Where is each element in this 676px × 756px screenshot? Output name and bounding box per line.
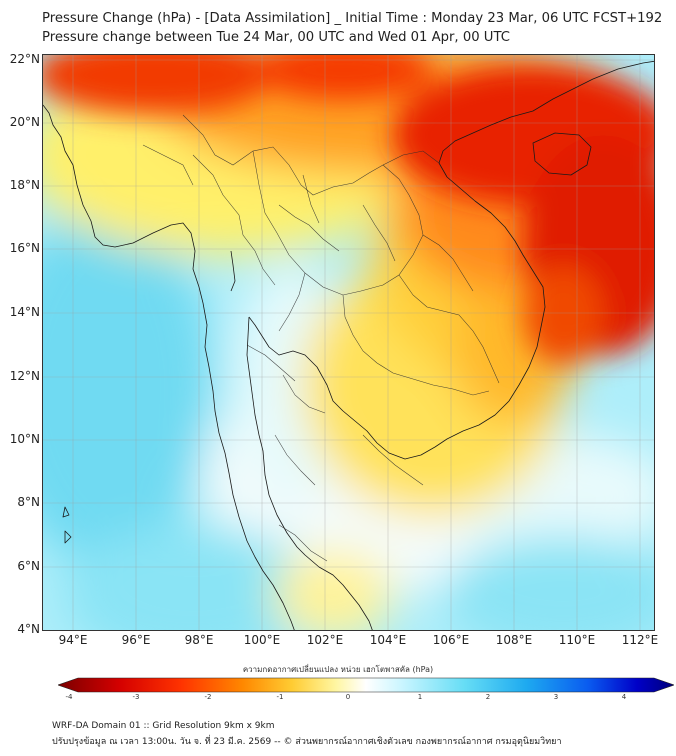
colorbar-tick: -3 [132,693,140,701]
lon-label: 100°E [243,633,281,647]
lat-label: 8°N [17,495,40,509]
colorbar-tick: -4 [65,693,73,701]
footer-update-info: ปรับปรุงข้อมูล ณ เวลา 13:00น. วัน จ. ที่… [52,737,562,747]
lon-label: 110°E [558,633,596,647]
lon-label: 112°E [621,633,659,647]
colorbar-title: ความกดอากาศเปลี่ยนแปลง หน่วย เฮกโตพาสคัล… [242,665,434,674]
lat-label: 4°N [17,622,40,636]
graticule [43,55,654,630]
lon-label: 94°E [58,633,88,647]
lon-label: 106°E [432,633,470,647]
map-title: Pressure Change (hPa) - [Data Assimilati… [42,11,663,26]
lat-label: 12°N [9,369,40,383]
borders [142,114,500,562]
colorbar-tick: 1 [417,693,423,701]
colorbar-tick: -1 [276,693,284,701]
colorbar-tick: -2 [204,693,212,701]
lon-label: 98°E [184,633,214,647]
lat-label: 6°N [17,559,40,573]
coastline [43,60,654,630]
lat-label: 22°N [9,52,40,66]
colorbar-tick: 2 [485,693,491,701]
lat-label: 20°N [9,115,40,129]
pressure-change-map [42,54,655,631]
lat-label: 10°N [9,432,40,446]
lon-label: 108°E [495,633,533,647]
lat-label: 14°N [9,305,40,319]
map-subtitle: Pressure change between Tue 24 Mar, 00 U… [42,30,510,45]
lon-label: 102°E [306,633,344,647]
colorbar-tick: 4 [621,693,627,701]
lon-label: 104°E [369,633,407,647]
pressure-field-core [43,55,654,365]
lon-label: 96°E [121,633,151,647]
lat-label: 16°N [9,241,40,255]
colorbar [58,677,674,693]
lat-label: 18°N [9,178,40,192]
colorbar-tick: 0 [345,693,351,701]
footer-model-info: WRF-DA Domain 01 :: Grid Resolution 9km … [52,721,275,731]
colorbar-tick: 3 [553,693,559,701]
